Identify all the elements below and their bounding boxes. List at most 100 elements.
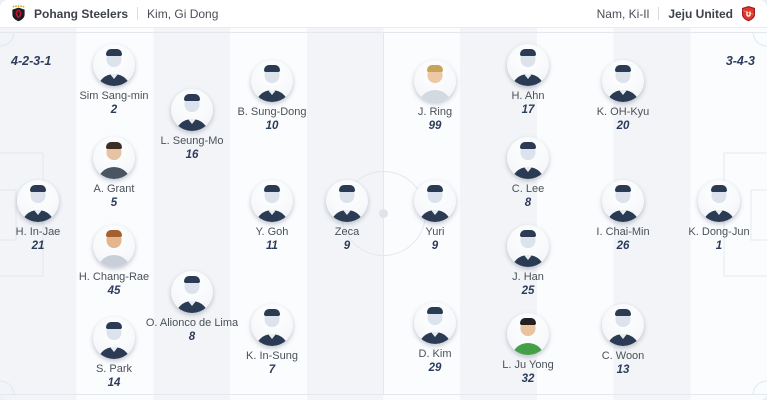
- player-number: 45: [107, 285, 121, 298]
- player[interactable]: K. OH-Kyu 20: [568, 60, 678, 133]
- avatar-jersey: [255, 334, 289, 346]
- player-name: B. Sung-Dong: [237, 106, 307, 118]
- away-team-name[interactable]: Jeju United: [668, 6, 733, 21]
- player-avatar: [507, 137, 549, 179]
- avatar-hair: [106, 322, 122, 329]
- avatar-jersey: [511, 167, 545, 179]
- player-number: 8: [524, 197, 532, 210]
- player-number: 20: [616, 120, 630, 133]
- avatar-hair: [427, 185, 443, 192]
- player[interactable]: D. Kim 29: [380, 302, 490, 375]
- avatar-jersey: [511, 255, 545, 267]
- player-avatar: [93, 225, 135, 267]
- lineups-header: Pohang Steelers Kim, Gi Dong Nam, Ki-Il …: [0, 0, 767, 28]
- player[interactable]: Yuri 9: [380, 180, 490, 253]
- avatar-jersey: [418, 332, 452, 344]
- home-formation: 4-2-3-1: [11, 54, 52, 68]
- home-coach-name: Kim, Gi Dong: [147, 6, 219, 21]
- home-team-name[interactable]: Pohang Steelers: [34, 6, 129, 21]
- player[interactable]: Sim Sang-min 2: [59, 44, 169, 117]
- avatar-jersey: [21, 210, 55, 222]
- player[interactable]: K. Dong-Jun 1: [664, 180, 767, 253]
- player-number: 25: [521, 285, 535, 298]
- avatar-hair: [106, 230, 122, 237]
- player-name: I. Chai-Min: [596, 226, 650, 238]
- player-number: 17: [521, 104, 535, 117]
- avatar-jersey: [330, 210, 364, 222]
- player[interactable]: L. Ju Yong 32: [473, 313, 583, 386]
- player-name: Zeca: [334, 226, 360, 238]
- player-avatar: [171, 89, 213, 131]
- player[interactable]: B. Sung-Dong 10: [217, 60, 327, 133]
- player[interactable]: Zeca 9: [292, 180, 402, 253]
- player-avatar: [326, 180, 368, 222]
- avatar-jersey: [606, 90, 640, 102]
- header-divider: [137, 7, 139, 20]
- player-name: H. Ahn: [511, 90, 545, 102]
- player-name: J. Ring: [417, 106, 453, 118]
- player-name: C. Woon: [601, 350, 645, 362]
- player-number: 26: [616, 240, 630, 253]
- player-number: 32: [521, 373, 535, 386]
- player[interactable]: C. Woon 13: [568, 304, 678, 377]
- pitch: 4-2-3-1 3-4-3 H. In-Jae 21 Sim Sang-min …: [0, 28, 767, 400]
- player-avatar: [251, 60, 293, 102]
- avatar-jersey: [511, 74, 545, 86]
- player-name: H. Chang-Rae: [78, 271, 150, 283]
- player-avatar: [251, 180, 293, 222]
- player[interactable]: Y. Goh 11: [217, 180, 327, 253]
- player-number: 8: [188, 331, 196, 344]
- away-coach-name: Nam, Ki-Il: [596, 6, 650, 21]
- player-name: S. Park: [95, 363, 133, 375]
- player[interactable]: K. In-Sung 7: [217, 304, 327, 377]
- player[interactable]: H. In-Jae 21: [0, 180, 93, 253]
- player-name: J. Han: [512, 271, 544, 283]
- avatar-hair: [711, 185, 727, 192]
- player[interactable]: O. Alionco de Lima 8: [137, 271, 247, 344]
- player[interactable]: C. Lee 8: [473, 137, 583, 210]
- player[interactable]: S. Park 14: [59, 317, 169, 390]
- avatar-jersey: [97, 167, 131, 179]
- avatar-jersey: [255, 210, 289, 222]
- player-name: L. Seung-Mo: [160, 135, 224, 147]
- avatar-jersey: [97, 347, 131, 359]
- avatar-hair: [106, 49, 122, 56]
- player-number: 29: [428, 362, 442, 375]
- avatar-hair: [106, 142, 122, 149]
- player-name: K. OH-Kyu: [596, 106, 650, 118]
- player-avatar: [507, 313, 549, 355]
- player-name: Yuri: [425, 226, 445, 238]
- player-number: 7: [268, 364, 276, 377]
- player[interactable]: J. Ring 99: [380, 60, 490, 133]
- player-name: Y. Goh: [255, 226, 289, 238]
- avatar-jersey: [606, 210, 640, 222]
- avatar-jersey: [97, 74, 131, 86]
- player-avatar: [17, 180, 59, 222]
- avatar-jersey: [175, 119, 209, 131]
- player[interactable]: I. Chai-Min 26: [568, 180, 678, 253]
- header-divider: [658, 7, 660, 20]
- avatar-hair: [615, 309, 631, 316]
- avatar-hair: [427, 65, 443, 72]
- player-number: 21: [31, 240, 45, 253]
- player[interactable]: J. Han 25: [473, 225, 583, 298]
- player-number: 99: [428, 120, 442, 133]
- avatar-hair: [427, 307, 443, 314]
- player[interactable]: A. Grant 5: [59, 137, 169, 210]
- jeju-crest-icon: [740, 5, 757, 22]
- avatar-jersey: [702, 210, 736, 222]
- player-number: 13: [616, 364, 630, 377]
- player[interactable]: H. Ahn 17: [473, 44, 583, 117]
- avatar-hair: [184, 94, 200, 101]
- player-number: 5: [110, 197, 118, 210]
- player-name: C. Lee: [511, 183, 545, 195]
- player[interactable]: H. Chang-Rae 45: [59, 225, 169, 298]
- avatar-jersey: [418, 210, 452, 222]
- player-name: K. Dong-Jun: [688, 226, 750, 238]
- avatar-hair: [30, 185, 46, 192]
- player-number: 1: [715, 240, 723, 253]
- player[interactable]: L. Seung-Mo 16: [137, 89, 247, 162]
- player-number: 2: [110, 104, 118, 117]
- avatar-hair: [339, 185, 355, 192]
